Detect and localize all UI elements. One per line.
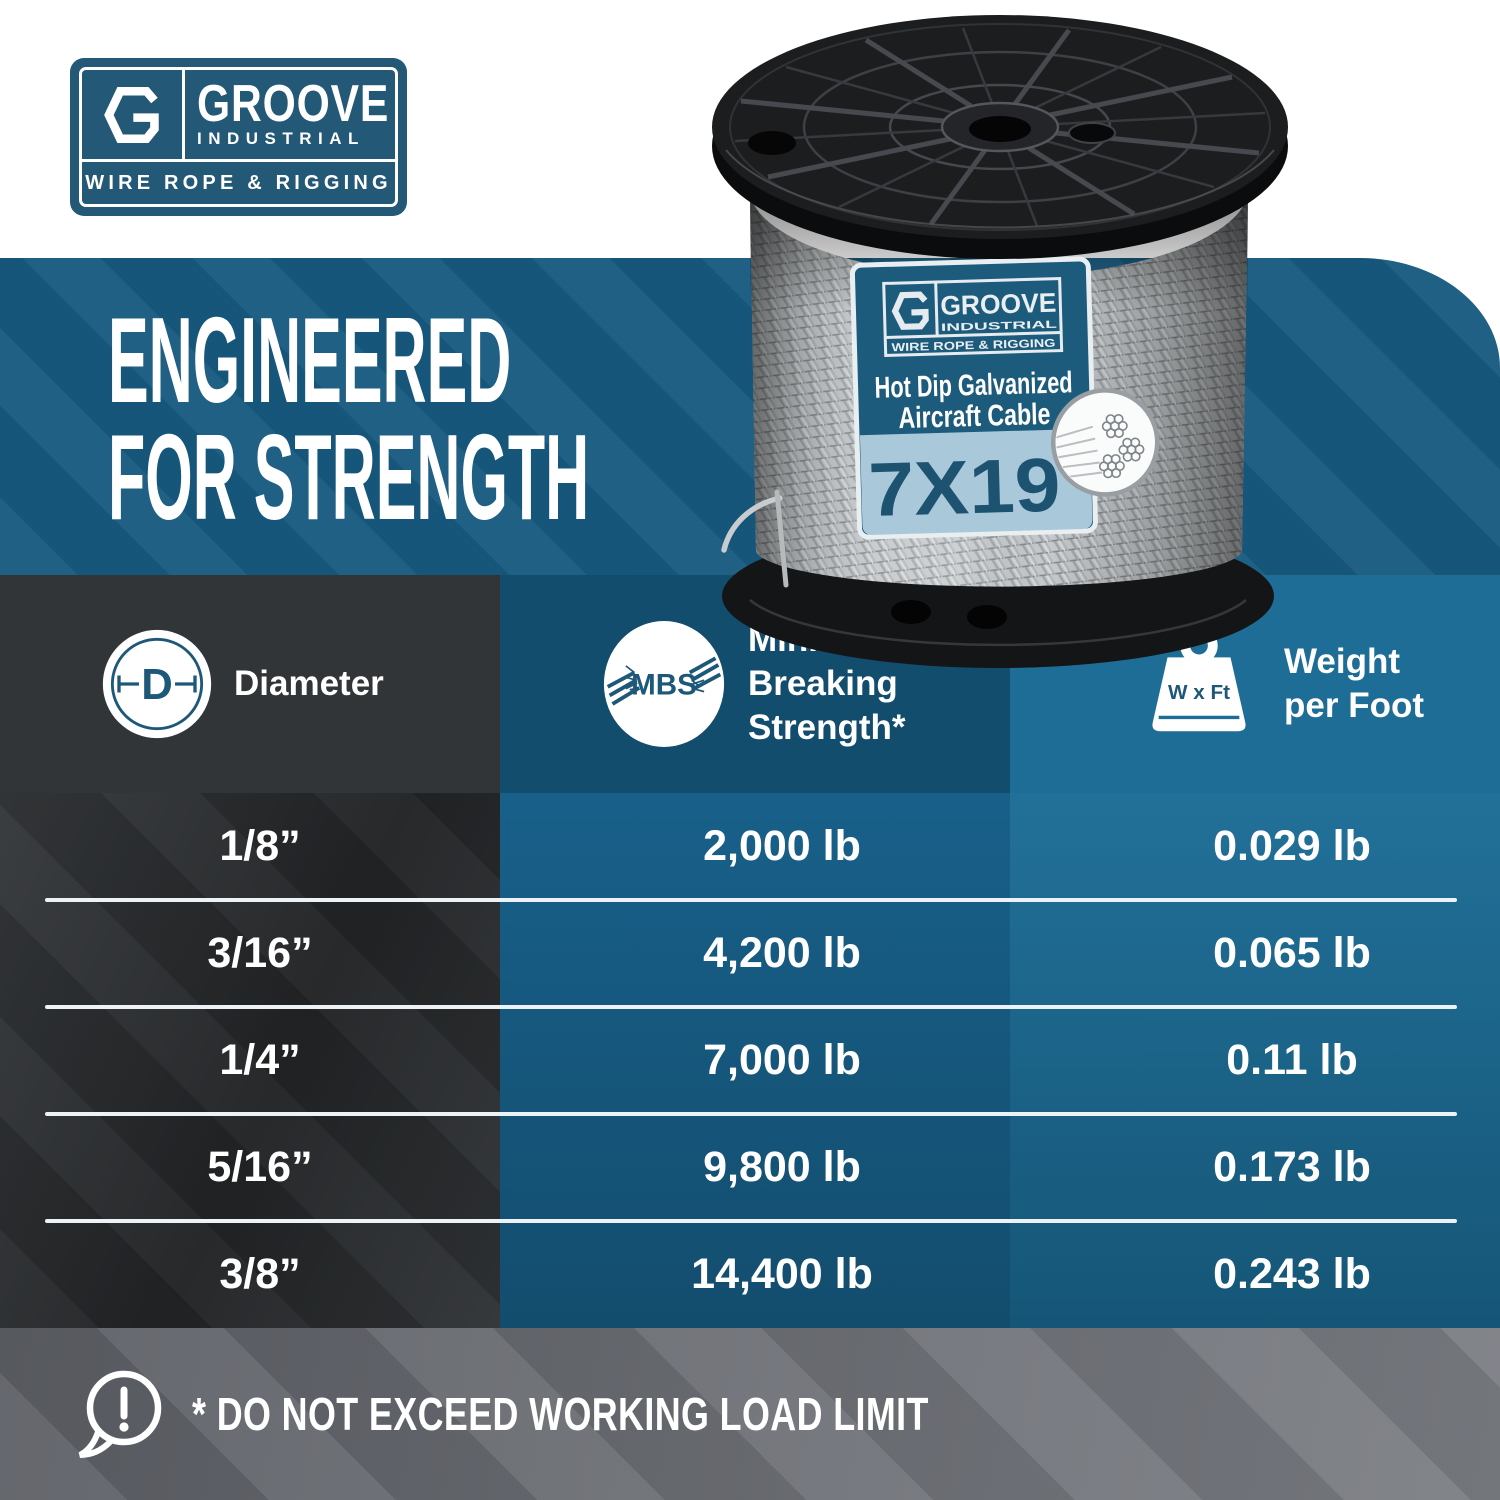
brand-division: INDUSTRIAL xyxy=(197,129,365,148)
warning-icon xyxy=(78,1370,162,1458)
table-cell-mbs: 9,800 lb xyxy=(703,1143,861,1191)
column-diameter-values: 1/8” 3/16” 1/4” 5/16” 3/8” xyxy=(0,793,500,1328)
column-label-diameter: Diameter xyxy=(234,664,384,703)
column-header-diameter: D Diameter xyxy=(0,575,500,793)
column-breaking-strength: MBS Minimum Breaking Strength* 2,000 lb … xyxy=(500,575,1010,1328)
page-title-line1: ENGINEERED xyxy=(108,292,512,428)
table-cell-mbs: 2,000 lb xyxy=(703,822,861,870)
row-divider xyxy=(45,898,1457,902)
brand-tagline: WIRE ROPE & RIGGING xyxy=(85,171,392,194)
table-cell-weight: 0.243 lb xyxy=(1213,1250,1371,1298)
table-cell-mbs: 7,000 lb xyxy=(703,1036,861,1084)
row-divider xyxy=(45,1219,1457,1223)
diameter-icon: D xyxy=(102,629,212,739)
column-diameter: D Diameter 1/8” 3/16” 1/4” 5/16” 3/8” xyxy=(0,575,500,1328)
weight-icon: W x Ft xyxy=(1152,626,1246,732)
mbs-icon: MBS xyxy=(603,621,725,747)
table-cell-diameter: 1/8” xyxy=(219,822,301,870)
column-label-breaking-strength: Minimum Breaking Strength* xyxy=(748,620,906,747)
weight-icon-letters: W x Ft xyxy=(1168,681,1230,704)
row-divider xyxy=(45,1112,1457,1116)
table-cell-diameter: 5/16” xyxy=(207,1143,313,1191)
table-cell-weight: 0.029 lb xyxy=(1213,822,1371,870)
page-title: ENGINEERED FOR STRENGTH xyxy=(108,292,590,545)
hero-banner: ENGINEERED FOR STRENGTH xyxy=(0,258,1500,575)
table-cell-weight: 0.065 lb xyxy=(1213,929,1371,977)
brand-logo: GROOVE INDUSTRIAL WIRE ROPE & RIGGING xyxy=(70,58,407,216)
table-cell-mbs: 4,200 lb xyxy=(703,929,861,977)
warning-footer: * DO NOT EXCEED WORKING LOAD LIMIT xyxy=(0,1328,1500,1500)
column-weight-values: 0.029 lb 0.065 lb 0.11 lb 0.173 lb 0.243… xyxy=(1010,793,1500,1328)
column-header-weight: W x Ft Weight per Foot xyxy=(1010,575,1500,793)
brand-name: GROOVE xyxy=(197,75,390,133)
table-cell-mbs: 14,400 lb xyxy=(691,1250,873,1298)
table-cell-diameter: 3/16” xyxy=(207,929,313,977)
spool-top-flange xyxy=(712,15,1288,259)
brand-g-icon xyxy=(82,70,185,159)
table-cell-weight: 0.173 lb xyxy=(1213,1143,1371,1191)
warning-text: * DO NOT EXCEED WORKING LOAD LIMIT xyxy=(192,1388,929,1440)
table-cell-diameter: 1/4” xyxy=(219,1036,301,1084)
page-title-line2: FOR STRENGTH xyxy=(108,409,590,545)
column-label-weight: Weight per Foot xyxy=(1284,642,1424,725)
column-breaking-strength-values: 2,000 lb 4,200 lb 7,000 lb 9,800 lb 14,4… xyxy=(500,793,1010,1328)
row-divider xyxy=(45,1005,1457,1009)
spec-table: D Diameter 1/8” 3/16” 1/4” 5/16” 3/8” xyxy=(0,575,1500,1328)
table-cell-diameter: 3/8” xyxy=(219,1250,301,1298)
diameter-icon-letter: D xyxy=(141,660,173,709)
table-cell-weight: 0.11 lb xyxy=(1226,1036,1358,1084)
column-weight: W x Ft Weight per Foot 0.029 lb 0.065 lb… xyxy=(1010,575,1500,1328)
brand-logo-frame: GROOVE INDUSTRIAL WIRE ROPE & RIGGING xyxy=(79,67,398,207)
column-header-breaking-strength: MBS Minimum Breaking Strength* xyxy=(500,575,1010,793)
mbs-icon-letters: MBS xyxy=(631,668,697,701)
